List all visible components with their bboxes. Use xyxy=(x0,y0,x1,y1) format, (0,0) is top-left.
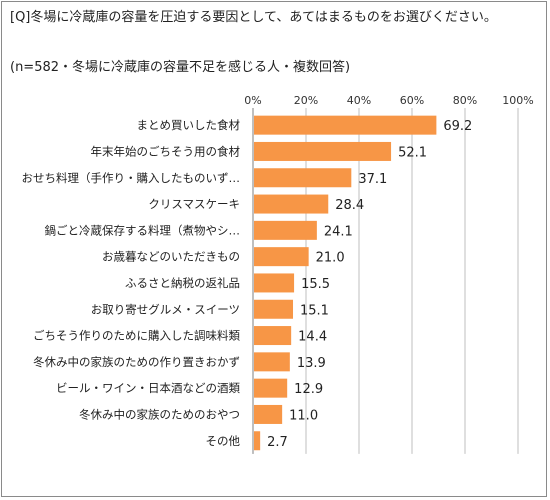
bar xyxy=(254,378,288,398)
value-label: 24.1 xyxy=(324,224,353,239)
bar xyxy=(254,247,309,267)
category-label: おせち料理（手作り・購入したものいず… xyxy=(22,171,241,185)
category-label: お取り寄せグルメ・スイーツ xyxy=(91,302,240,316)
category-label: ビール・ワイン・日本酒などの酒類 xyxy=(56,381,240,395)
bar xyxy=(254,404,283,424)
category-label: 冬休み中の家族のためのおやつ xyxy=(79,407,240,421)
value-label: 21.0 xyxy=(316,251,345,266)
category-label: お歳暮などのいただきもの xyxy=(102,250,240,264)
value-label: 12.9 xyxy=(294,382,323,397)
category-label: 鍋ごと冷蔵保存する料理（煮物やシ… xyxy=(45,223,241,237)
sample-note: (n=582・冬場に冷蔵庫の容量不足を感じる人・複数回答) xyxy=(10,60,351,75)
bar xyxy=(254,326,292,346)
category-label: まとめ買いした食材 xyxy=(137,118,241,132)
bar xyxy=(254,141,392,161)
x-tick-label: 80% xyxy=(453,94,477,107)
bar xyxy=(254,431,261,451)
x-tick-label: 20% xyxy=(294,94,318,107)
value-label: 13.9 xyxy=(297,356,326,371)
x-tick-label: 100% xyxy=(502,94,533,107)
bar xyxy=(254,194,329,214)
value-label: 15.1 xyxy=(300,303,329,318)
category-label: 年末年始のごちそう用の食材 xyxy=(91,144,241,158)
value-label: 14.4 xyxy=(298,330,327,345)
value-label: 37.1 xyxy=(358,172,387,187)
value-label: 2.7 xyxy=(267,435,288,450)
category-label: 冬休み中の家族のための作り置きおかず xyxy=(33,355,240,369)
bar xyxy=(254,220,317,240)
category-label: ふるさと納税の返礼品 xyxy=(125,276,240,290)
value-label: 28.4 xyxy=(335,198,364,213)
value-label: 69.2 xyxy=(443,119,472,134)
category-label: その他 xyxy=(206,434,241,448)
value-label: 15.5 xyxy=(301,277,330,292)
bar xyxy=(254,168,352,188)
bar xyxy=(254,299,294,319)
x-tick-label: 0% xyxy=(244,94,261,107)
bar xyxy=(254,352,290,372)
category-label: ごちそう作りのために購入した調味料類 xyxy=(33,329,240,343)
category-label: クリスマスケーキ xyxy=(148,197,240,211)
bar xyxy=(254,273,295,293)
x-tick-label: 40% xyxy=(347,94,371,107)
value-label: 52.1 xyxy=(398,145,427,160)
value-label: 11.0 xyxy=(289,408,318,423)
bar xyxy=(254,115,437,135)
x-tick-label: 60% xyxy=(400,94,424,107)
question-text: [Q]冬場に冷蔵庫の容量を圧迫する要因として、あてはまるものをお選びください。 xyxy=(10,10,497,25)
